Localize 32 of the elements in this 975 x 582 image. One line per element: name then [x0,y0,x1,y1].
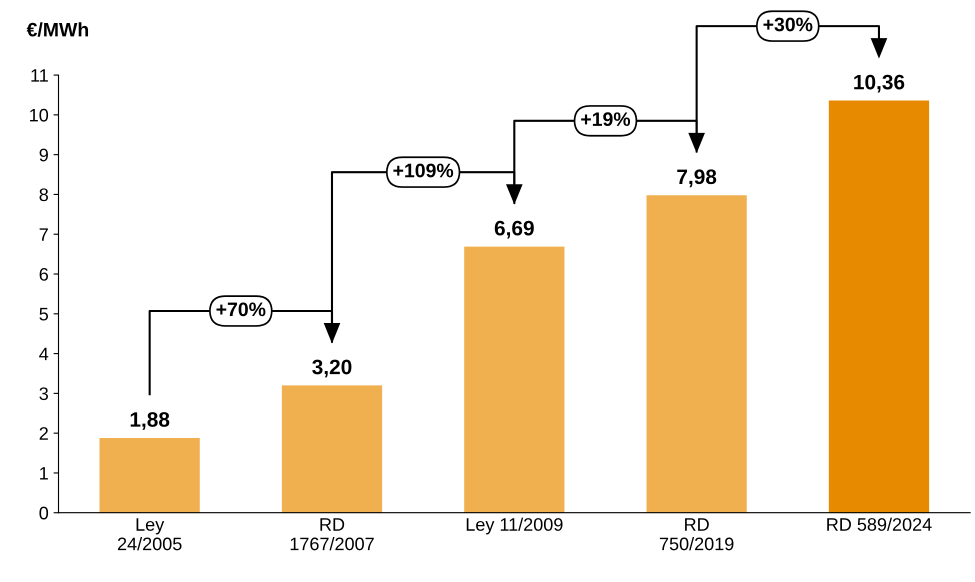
data-label: 1,88 [130,412,170,430]
y-tick-label: 2 [40,427,48,440]
x-tick-label: RD 750/2019 [660,518,734,550]
bar [100,438,200,513]
data-label: 3,20 [312,360,352,378]
bar [646,195,747,513]
y-tick-label: 10 [30,108,48,122]
annotation: +109% [393,164,454,178]
y-tick-label: 8 [40,188,48,202]
x-tick-label: RD 589/2024 [827,518,932,531]
bar [464,246,564,513]
text: +30% [763,18,812,32]
bar [828,100,930,513]
annotation: +70% [216,302,266,316]
y-tick-label: 11 [31,69,48,82]
bar [282,385,382,513]
y-tick-label: 9 [40,148,48,162]
annotation: +19% [581,112,630,126]
data-label: 10,36 [854,74,904,92]
data-label: 6,69 [494,220,534,239]
y-tick-label: 4 [39,348,48,360]
y-tick-label: 1 [40,467,48,480]
x-tick-label: Ley 24/2005 [118,518,182,550]
y-tick-label: 7 [40,228,48,241]
x-tick-label: Ley 11/2009 [466,518,562,534]
y-tick-label: 0 [39,506,48,520]
y-tick-label: 5 [39,308,48,321]
y-axis-title: €/MWh [26,22,88,37]
y-tick-label: 3 [39,387,48,400]
data-label: 7,98 [677,169,716,188]
x-tick-label: RD 1767/2007 [290,518,374,550]
y-tick-label: 6 [40,268,48,281]
